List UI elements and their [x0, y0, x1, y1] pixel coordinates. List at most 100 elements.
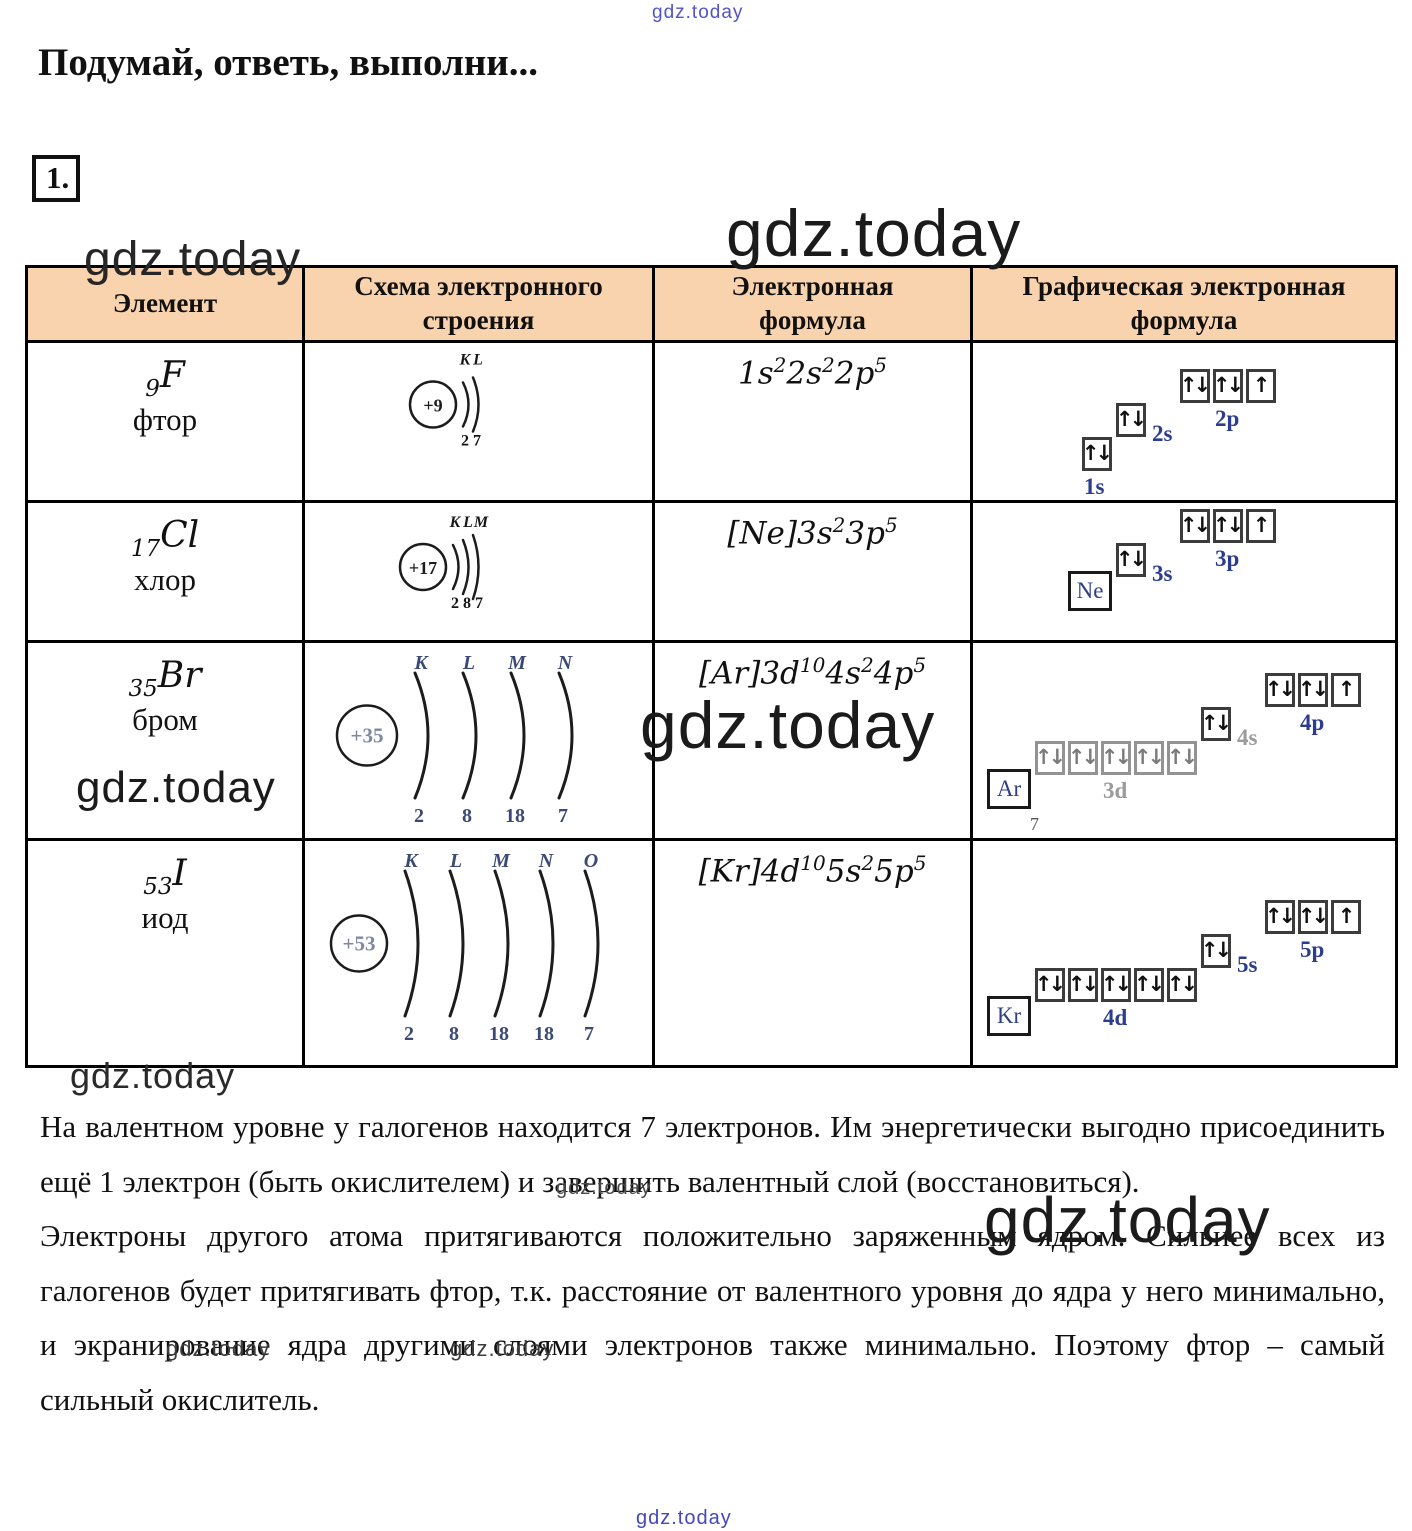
electron-formula: 1s22s22p5	[655, 353, 970, 391]
formula-exponent: 5	[884, 512, 898, 537]
scheme-text: 18	[505, 805, 525, 827]
electron-shell-arc	[493, 869, 510, 1017]
orbital-label-1s: 1s	[1084, 473, 1105, 499]
orbital-diagram-wrap: ↑↓ 1s ↑↓ 2s ↑↓ ↑↓ ↑ 2p	[973, 343, 1395, 499]
single-electron-arrow: ↑	[1337, 904, 1356, 928]
page-title: Подумай, ответь, выполни...	[38, 41, 539, 84]
orbital-box: ↑↓	[1068, 740, 1099, 775]
table-row-Cl: 17Cl хлор +17 K 2 L 8 M 7 [Ne]3s23p5 Ne ↑↓ 3s ↑↓ ↑↓ ↑ 3p	[25, 499, 1398, 643]
scheme-text: K	[403, 850, 419, 872]
scheme-text: 7	[558, 805, 568, 827]
orbital-box: ↑↓	[1297, 672, 1329, 707]
electron-shell-arc	[471, 533, 480, 600]
orbital-box: ↑	[1331, 899, 1361, 934]
orbital-group-5p: ↑↓ ↑↓ ↑	[1265, 899, 1361, 934]
orbital-box: ↑↓	[1116, 402, 1147, 437]
element-atomic-number: 17	[130, 535, 161, 562]
paired-electrons-arrows: ↑↓	[1297, 904, 1329, 928]
orbital-box: ↑↓	[1101, 740, 1132, 775]
electron-formula: [Kr]4d105s25p5	[655, 851, 970, 889]
orbital-group-3s: ↑↓	[1116, 542, 1147, 577]
scheme-text: N	[538, 850, 555, 872]
paired-electrons-arrows: ↑↓	[1179, 373, 1211, 397]
orbital-box: ↑	[1331, 672, 1361, 707]
orbital-box: ↑↓	[1179, 508, 1211, 543]
watermark: gdz.today	[652, 2, 744, 23]
formula-exponent: 2	[832, 512, 846, 537]
formula-term: [Ar]3d	[698, 654, 800, 691]
electron-formula: [Ar]3d104s24p5	[655, 653, 970, 691]
scheme-text: M	[472, 514, 488, 531]
answer-paragraph-2: Электроны другого атома притягиваются по…	[40, 1218, 1385, 1417]
element-atomic-number: 35	[128, 675, 158, 702]
element-symbol: 53I	[28, 853, 302, 900]
element-atomic-number: 53	[143, 873, 173, 900]
formula-term: 2p	[834, 354, 875, 391]
formula-term: 5s	[825, 852, 862, 889]
scheme-text: K	[413, 652, 429, 674]
graphic-formula-cell: Ne ↑↓ 3s ↑↓ ↑↓ ↑ 3p	[970, 499, 1398, 643]
orbital-box: ↑↓	[1068, 967, 1099, 1002]
scheme-text: K	[448, 514, 461, 531]
scheme-text: 8	[462, 805, 472, 827]
orbital-label-5p: 5p	[1300, 936, 1325, 962]
graphic-formula-cell: Kr ↑↓ ↑↓ ↑↓ ↑↓ ↑↓ 4d ↑↓ 5s ↑↓ ↑↓ ↑ 5p	[970, 837, 1398, 1068]
scheme-text: L	[472, 351, 483, 368]
paired-electrons-arrows: ↑↓	[1212, 513, 1244, 537]
orbital-label-5s: 5s	[1237, 951, 1258, 977]
orbital-label-2p: 2p	[1215, 405, 1240, 431]
scheme-text: 2	[461, 432, 469, 449]
scheme-cell: +35 K 2 L 8 M 18 N 7	[302, 639, 655, 841]
paired-electrons-arrows: ↑↓	[1200, 938, 1232, 962]
orbital-box: ↑↓	[1212, 508, 1244, 543]
orbital-group-5s: ↑↓	[1200, 933, 1232, 968]
scheme-cell: +17 K 2 L 8 M 7	[302, 499, 655, 643]
orbital-box: ↑↓	[1034, 967, 1066, 1002]
element-cell: 17Cl хлор	[25, 499, 305, 643]
graphic-formula-cell: Ar ↑↓ ↑↓ ↑↓ ↑↓ ↑↓ 3d ↑↓ 4s ↑↓ ↑↓ ↑ 4p 7	[970, 639, 1398, 841]
orbital-group-3p: ↑↓ ↑↓ ↑	[1179, 508, 1276, 543]
orbital-diagram: ↑↓ 1s ↑↓ 2s ↑↓ ↑↓ ↑ 2p	[976, 343, 1395, 499]
orbital-box: ↑↓	[1265, 899, 1296, 934]
formula-exponent: 5	[913, 652, 927, 677]
element-symbol: 35Br	[28, 655, 302, 702]
paired-electrons-arrows: ↑↓	[1264, 677, 1296, 701]
formula-exponent: 2	[861, 652, 874, 677]
answer-paragraph-1: На валентном уровне у галогенов находитс…	[40, 1109, 1385, 1199]
electron-shell-arc	[538, 869, 555, 1017]
orbital-box: ↑↓	[1134, 740, 1165, 775]
scheme-text: 2	[414, 805, 424, 827]
electron-shell-arc	[583, 869, 600, 1017]
orbital-label-2s: 2s	[1152, 420, 1173, 446]
paired-electrons-arrows: ↑↓	[1297, 677, 1329, 701]
paired-electrons-arrows: ↑↓	[1034, 972, 1066, 996]
nucleus-circle	[329, 913, 389, 973]
formula-term: 4p	[873, 654, 914, 691]
paired-electrons-arrows: ↑↓	[1179, 513, 1211, 537]
electron-shell-arc	[471, 375, 480, 433]
paired-electrons-arrows: ↑↓	[1166, 972, 1198, 996]
element-name: хлор	[134, 561, 196, 597]
element-cell: 9F фтор	[25, 339, 305, 503]
paired-electrons-arrows: ↑↓	[1034, 745, 1066, 769]
table-row-Br: 35Br бром +35 K 2 L 8 M 18 N 7 [Ar]3d104s24p5 Ar ↑↓ ↑↓…	[25, 639, 1398, 841]
element-symbol-text: Cl	[160, 514, 200, 556]
formula-exponent: 2	[821, 352, 835, 377]
scheme-text: +9	[423, 395, 442, 415]
formula-term: 2s	[786, 354, 822, 391]
scheme-text: +35	[350, 723, 383, 747]
scheme-text: 7	[473, 432, 481, 449]
stray-mark: 7	[1030, 813, 1039, 834]
atom-shell-scheme: +17 K 2 L 8 M 7	[398, 514, 488, 612]
table-body: 9F фтор +9 K 2 L 7 1s22s22p5 ↑↓ 1s ↑↓ 2s ↑↓ ↑↓ ↑ 2p 17Cl…	[25, 339, 1398, 1068]
orbital-diagram-wrap: Ar ↑↓ ↑↓ ↑↓ ↑↓ ↑↓ 3d ↑↓ 4s ↑↓ ↑↓ ↑ 4p 7	[973, 643, 1395, 835]
core-Ar-box: Ar	[987, 768, 1031, 809]
table-row-I: 53I иод +53 K 2 L 8 M 18 N 18 O 7 [Kr]4d105s25p5 Kr ↑↓ ↑…	[25, 837, 1398, 1068]
scheme-text: L	[449, 850, 462, 872]
electron-shell-arc	[451, 543, 460, 590]
formula-exponent: 2	[773, 352, 787, 377]
orbital-box: ↑↓	[1134, 967, 1165, 1002]
scheme-text: +17	[408, 558, 436, 578]
scheme-text: O	[584, 850, 598, 872]
